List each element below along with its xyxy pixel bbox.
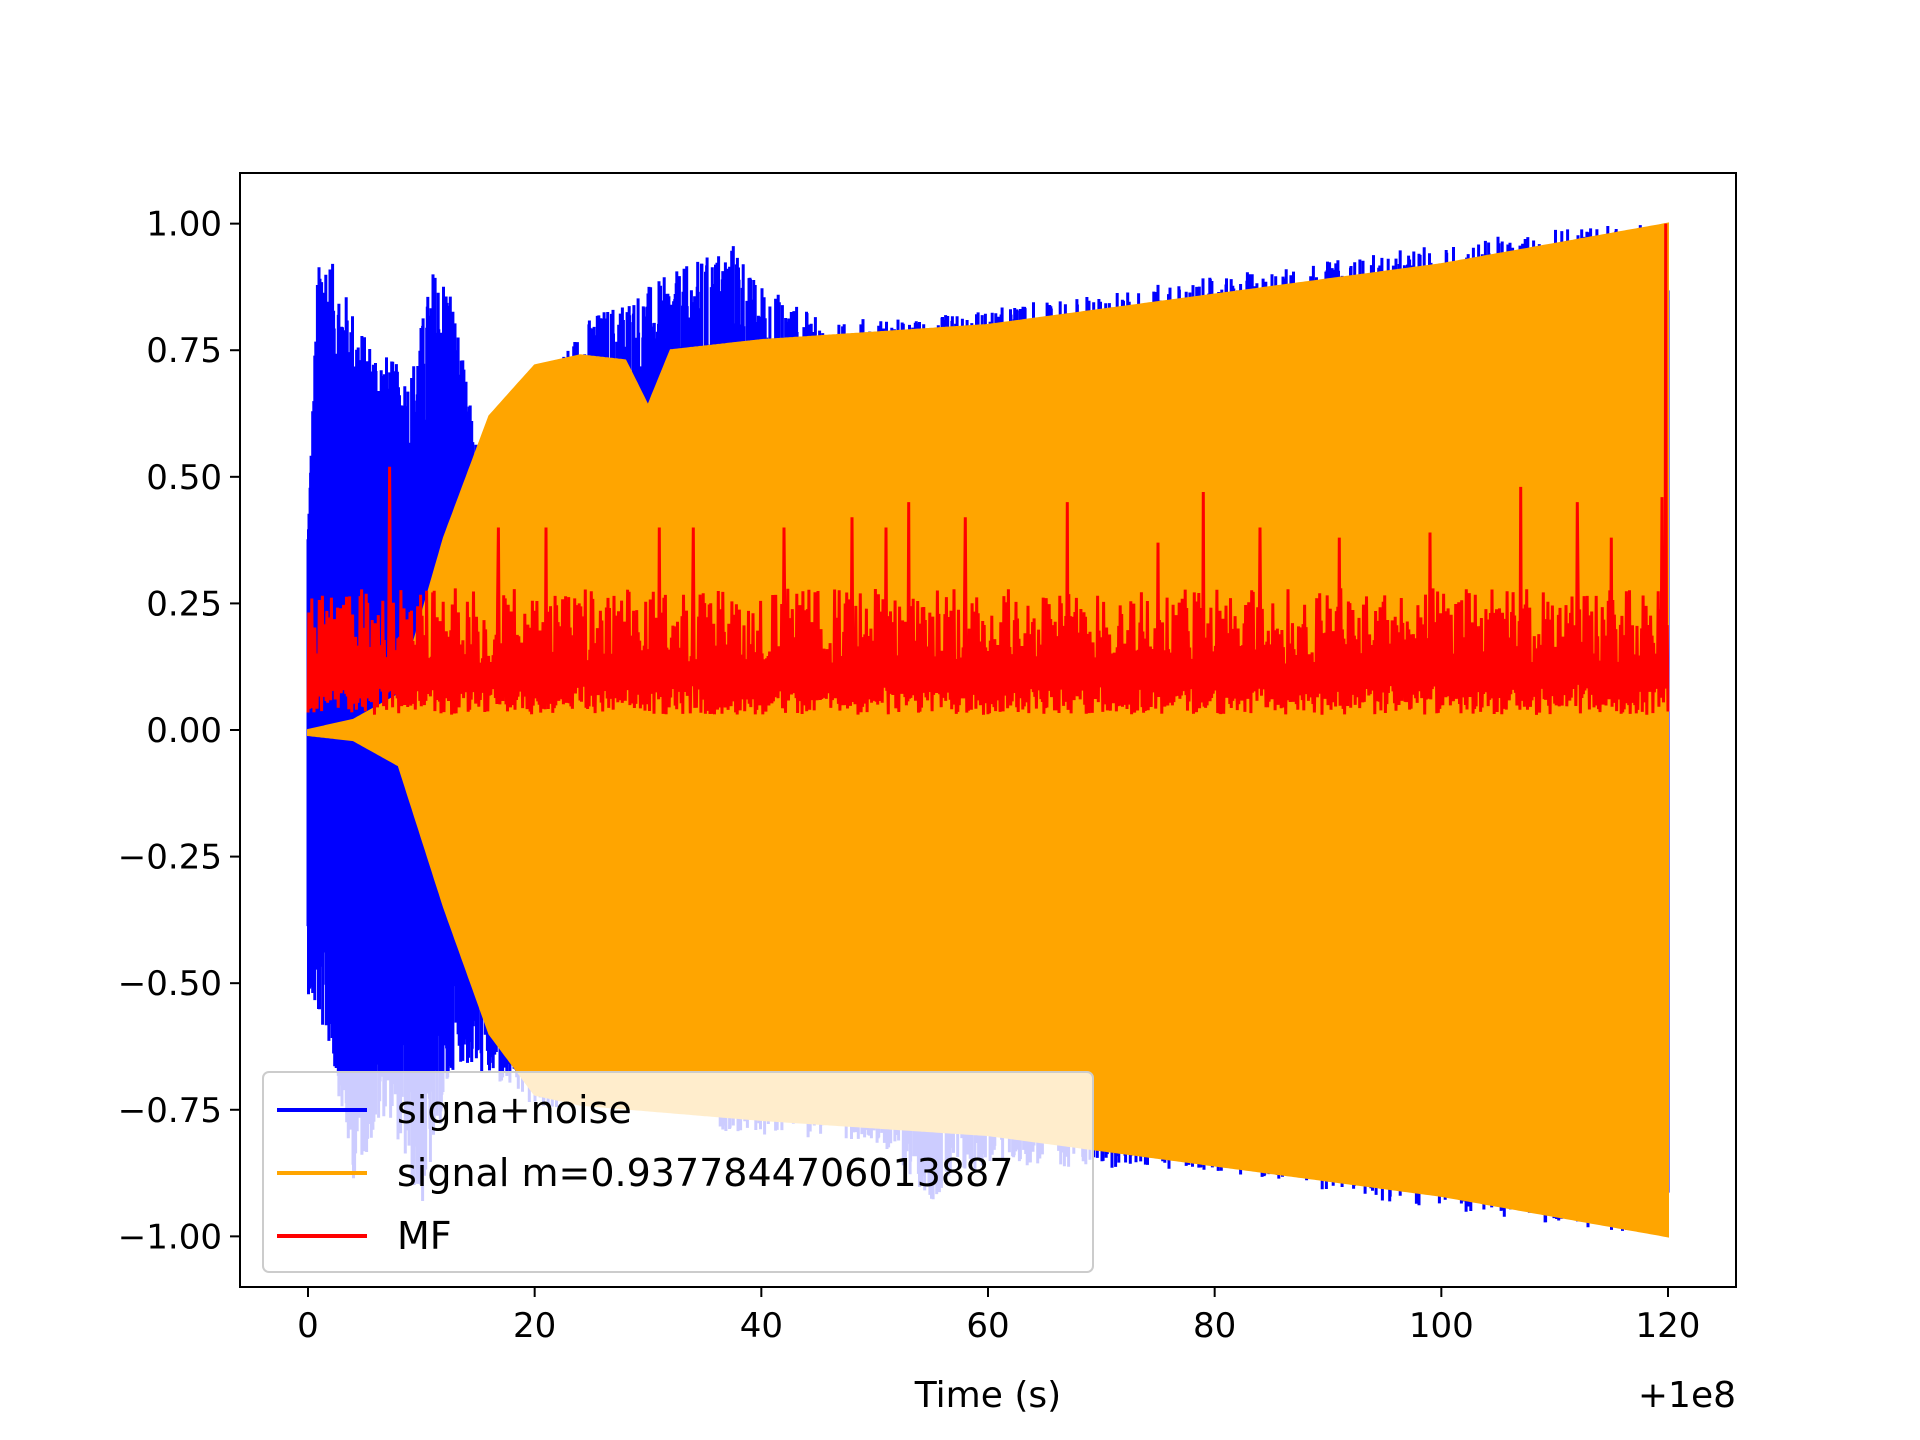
x-tick-label: 40: [740, 1306, 783, 1346]
y-tick-label: −1.00: [118, 1217, 222, 1257]
legend-label: MF: [397, 1214, 452, 1258]
legend-label: signal m=0.9377844706013887: [397, 1151, 1013, 1195]
x-axis: 0 20 40 60 80 100 120: [297, 1287, 1700, 1346]
y-tick-label: 0.50: [146, 458, 222, 498]
legend-label: signa+noise: [397, 1088, 632, 1132]
legend: signa+noise signal m=0.9377844706013887 MF: [262, 1071, 1094, 1273]
y-tick-label: 0.00: [146, 711, 222, 751]
y-tick-label: 1.00: [146, 205, 222, 245]
x-tick-label: 120: [1636, 1306, 1701, 1346]
x-offset-text: +1e8: [1638, 1375, 1736, 1416]
y-tick-label: −0.50: [118, 964, 222, 1004]
series-layer: [306, 222, 1670, 1238]
x-axis-label: Time (s): [914, 1375, 1061, 1416]
x-tick-label: 60: [966, 1306, 1009, 1346]
x-tick-label: 0: [297, 1306, 319, 1346]
x-tick-label: 20: [513, 1306, 556, 1346]
y-tick-label: 0.25: [146, 584, 222, 624]
series-mf: [306, 223, 1670, 715]
y-tick-label: 0.75: [146, 331, 222, 371]
legend-box: [262, 1071, 1094, 1273]
y-axis: 1.00 0.75 0.50 0.25 0.00 −0.25 −0.50 −0.75 −1.00: [118, 205, 240, 1257]
x-tick-label: 80: [1193, 1306, 1236, 1346]
x-tick-label: 100: [1409, 1306, 1474, 1346]
y-tick-label: −0.25: [118, 838, 222, 878]
y-tick-label: −0.75: [118, 1091, 222, 1131]
